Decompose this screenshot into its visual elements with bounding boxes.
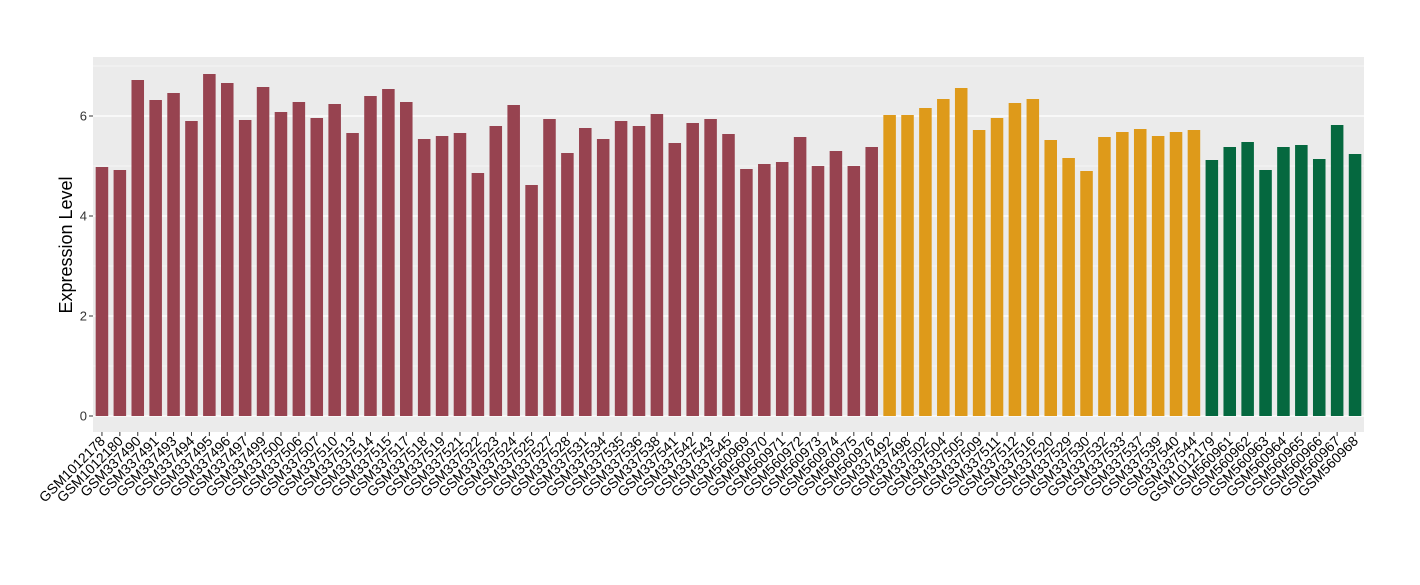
bar: [596, 139, 610, 416]
bar: [1348, 154, 1362, 416]
bar: [346, 133, 359, 416]
bar: [1098, 137, 1111, 416]
bar: [1062, 158, 1075, 416]
bar: [829, 151, 843, 416]
bar: [382, 89, 395, 416]
bar: [471, 173, 485, 416]
bar: [453, 133, 467, 416]
bar: [1116, 132, 1129, 416]
bar: [1241, 142, 1254, 416]
bar: [561, 153, 574, 416]
bar: [507, 105, 520, 416]
bar: [238, 120, 252, 416]
bar: [937, 99, 950, 416]
bar: [1044, 140, 1057, 416]
bar: [185, 121, 198, 416]
bar: [220, 83, 234, 416]
y-tick-label: 4: [80, 209, 87, 224]
bar: [990, 118, 1004, 416]
y-tick-label: 6: [80, 109, 87, 124]
bar: [525, 185, 538, 416]
bar: [775, 162, 789, 416]
bar: [489, 126, 503, 416]
bar: [203, 74, 216, 416]
bar: [758, 164, 771, 416]
bar: [1295, 145, 1308, 416]
bar: [847, 166, 861, 416]
bar: [972, 130, 986, 416]
y-tick-label: 2: [80, 309, 87, 324]
bar: [919, 108, 932, 416]
bar: [95, 167, 109, 416]
bar: [740, 169, 753, 416]
bar: [310, 118, 324, 416]
bar: [954, 88, 968, 416]
bar: [256, 87, 270, 416]
bar: [1080, 171, 1093, 416]
bar: [364, 96, 377, 416]
bar: [543, 119, 556, 416]
bar: [1277, 147, 1290, 416]
bar: [811, 166, 825, 416]
bar: [722, 134, 735, 416]
y-tick-label: 0: [80, 409, 87, 424]
bar: [292, 102, 306, 416]
bar: [417, 139, 431, 416]
bar: [1026, 99, 1040, 416]
bar: [435, 136, 449, 416]
bar: [167, 93, 180, 416]
bar: [274, 112, 288, 416]
bar: [1008, 103, 1022, 416]
bar: [686, 123, 699, 416]
bar: [149, 100, 162, 416]
bar: [131, 80, 145, 416]
bar: [328, 104, 341, 416]
bar: [1223, 147, 1237, 416]
bar: [650, 114, 664, 416]
bar: [668, 143, 682, 416]
bar: [1169, 132, 1183, 416]
bar: [901, 115, 914, 416]
y-axis-title: Expression Level: [56, 176, 76, 313]
bar: [1330, 125, 1344, 416]
bar: [1205, 160, 1219, 416]
bar: [1187, 130, 1201, 416]
bar: [1151, 136, 1165, 416]
bar: [865, 147, 878, 416]
bar: [793, 137, 807, 416]
bar: [614, 121, 628, 416]
bar: [883, 115, 896, 416]
bar: [704, 119, 717, 416]
bar: [1259, 170, 1272, 416]
bar: [1312, 159, 1326, 416]
bar: [632, 126, 646, 416]
bar: [579, 128, 592, 416]
bar: [1133, 129, 1147, 416]
bar: [400, 102, 413, 416]
bar: [113, 170, 127, 416]
